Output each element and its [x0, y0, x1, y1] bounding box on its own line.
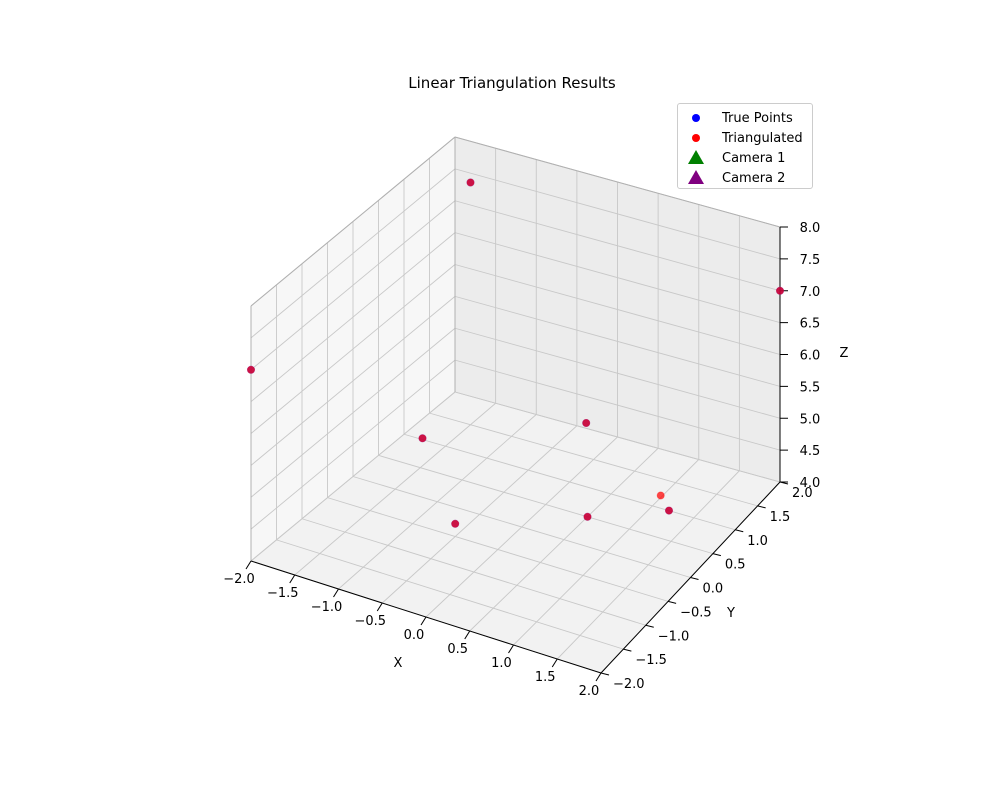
x-tick [245, 560, 252, 570]
y-tick-label: 0.5 [725, 558, 746, 573]
x-axis-label: X [394, 656, 403, 671]
x-tick-label: −2.0 [223, 572, 255, 587]
data-point-triangulated [466, 178, 475, 187]
data-point-triangulated [582, 418, 591, 427]
grid-line [454, 359, 781, 451]
grid-line [250, 391, 456, 562]
x-tick [508, 644, 514, 654]
legend-label: Camera 2 [722, 170, 786, 186]
scatter-points [246, 178, 785, 528]
grid-line [250, 168, 456, 339]
x-tick [595, 672, 602, 682]
pane-edge [250, 136, 456, 307]
y-tick [600, 672, 610, 676]
grid-line [454, 200, 781, 292]
chart-title: Linear Triangulation Results [408, 74, 616, 92]
grid-line [301, 518, 646, 626]
x-tick-label: 0.5 [447, 642, 468, 657]
x-tick [420, 616, 427, 626]
grid-line [454, 391, 781, 483]
legend-marker-circle-icon [686, 108, 708, 128]
x-tick [551, 658, 558, 668]
y-tick-label: 1.5 [770, 510, 791, 525]
z-tick-label: 4.0 [800, 476, 821, 491]
legend-marker-triangle-icon [686, 168, 708, 188]
y-tick [757, 505, 766, 509]
legend-item-true-points: True Points [686, 108, 793, 128]
data-point-triangulated [665, 506, 674, 515]
y-tick-label: −1.5 [635, 653, 667, 668]
grid-line [276, 539, 624, 650]
grid-line [429, 412, 758, 507]
legend: True Points Triangulated Camera 1 Camera… [677, 103, 813, 189]
x-tick-label: −1.5 [267, 586, 299, 601]
legend-item-triangulated: Triangulated [686, 128, 803, 148]
legend-marker-triangle-icon [686, 148, 708, 168]
y-tick [690, 577, 699, 580]
y-tick [668, 600, 677, 604]
x-tick-label: −1.0 [311, 600, 343, 615]
y-tick [623, 648, 632, 652]
data-point-triangulated [776, 286, 785, 295]
z-tick-label: 4.5 [800, 444, 821, 459]
data-point-triangulated [656, 491, 665, 500]
z-tick-label: 6.0 [800, 349, 821, 364]
y-tick [735, 529, 744, 533]
grid-line [378, 454, 714, 555]
grid-line [250, 296, 456, 466]
y-tick-label: −0.5 [680, 605, 712, 620]
legend-marker-circle-icon [686, 128, 708, 148]
x-tick [289, 574, 296, 584]
y-tick [645, 624, 654, 628]
data-point-triangulated [451, 519, 460, 528]
data-point-triangulated [246, 365, 255, 374]
axis-ticks: −2.0−1.5−1.0−0.50.00.51.01.52.0 −2.0−1.5−… [223, 221, 820, 699]
x-tick [464, 630, 471, 640]
x-tick-label: 0.0 [404, 628, 425, 643]
y-tick-label: 0.0 [703, 582, 724, 597]
pane-edge [454, 136, 781, 228]
z-tick-label: 5.5 [800, 380, 821, 395]
z-tick-label: 7.0 [800, 285, 821, 300]
z-tick-label: 5.0 [800, 412, 821, 427]
legend-label: Triangulated [722, 130, 803, 146]
grid-line [454, 168, 781, 260]
x-tick-label: 1.5 [535, 670, 556, 685]
z-axis-label: Z [840, 346, 849, 361]
grid-line [352, 476, 691, 578]
data-point-triangulated [583, 512, 592, 521]
grid-line [454, 327, 781, 419]
grid-line [327, 497, 669, 602]
y-tick-label: 1.0 [747, 534, 768, 549]
x-tick-label: −0.5 [354, 614, 386, 629]
legend-label: True Points [722, 110, 793, 126]
data-point-triangulated [418, 434, 427, 443]
y-axis-label: Y [726, 606, 735, 621]
z-tick-label: 7.5 [800, 253, 821, 268]
y-tick-label: −2.0 [613, 677, 645, 692]
legend-label: Camera 1 [722, 150, 786, 166]
grid-line [250, 327, 456, 498]
z-tick-label: 6.5 [800, 317, 821, 332]
y-tick-label: 2.0 [792, 486, 813, 501]
y-tick-label: −1.0 [658, 629, 690, 644]
grid-line [250, 200, 456, 371]
grid-line [454, 232, 781, 324]
x-tick [333, 588, 339, 598]
x-tick-label: 2.0 [579, 684, 600, 699]
grid-line [403, 433, 736, 531]
grid-line [250, 359, 456, 530]
z-tick-label: 8.0 [800, 221, 821, 236]
grid-line [250, 232, 456, 402]
grid-line [454, 295, 781, 387]
x-tick-label: 1.0 [491, 656, 512, 671]
legend-item-camera-1: Camera 1 [686, 148, 785, 168]
y-tick [712, 553, 721, 557]
x-tick [376, 602, 383, 612]
legend-item-camera-2: Camera 2 [686, 168, 785, 188]
grid-line [454, 264, 781, 355]
grid-line [250, 264, 456, 434]
